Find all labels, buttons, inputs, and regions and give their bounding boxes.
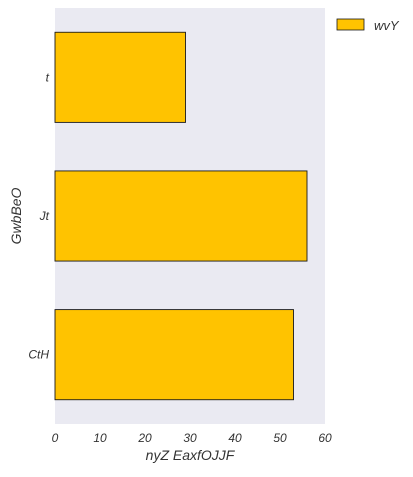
y-tick-label: Jt <box>39 209 50 223</box>
x-tick-label: 40 <box>228 431 242 445</box>
x-tick-label: 60 <box>318 431 332 445</box>
legend-label: wvY <box>374 18 400 33</box>
y-tick-label: CtH <box>28 348 49 362</box>
x-tick-labels: 0 10 20 30 40 50 60 <box>52 431 332 445</box>
bars-group <box>54 31 308 401</box>
legend: wvY <box>336 18 400 33</box>
x-tick-label: 10 <box>93 431 107 445</box>
x-tick-label: 0 <box>52 431 59 445</box>
bar-t <box>54 31 186 123</box>
y-axis-title: GwbBeO <box>8 187 24 244</box>
y-tick-labels: t Jt CtH <box>28 70 49 361</box>
x-tick-label: 30 <box>183 431 197 445</box>
bar-Jt <box>54 170 308 262</box>
x-tick-label: 50 <box>273 431 287 445</box>
x-axis-title: nyZ EaxfOJJF <box>146 447 236 463</box>
y-tick-label: t <box>46 70 50 84</box>
bar-CtH <box>54 309 294 401</box>
x-tick-label: 20 <box>137 431 152 445</box>
legend-swatch <box>336 18 365 31</box>
